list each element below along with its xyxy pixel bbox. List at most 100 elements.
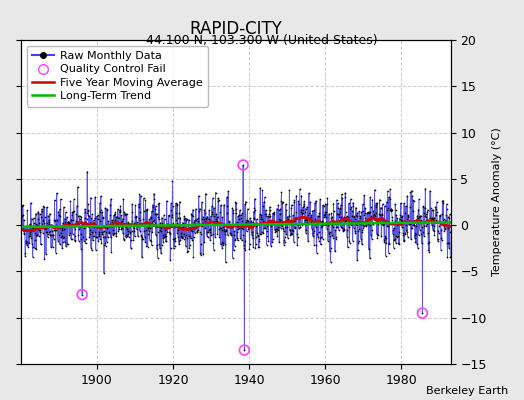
Point: [162, 238, 171, 244]
Point: [204, 215, 213, 222]
Point: [73, 221, 82, 228]
Point: [416, 220, 424, 226]
Point: [439, 200, 447, 206]
Point: [381, 235, 389, 242]
Point: [94, 238, 103, 244]
Point: [367, 213, 376, 219]
Point: [326, 248, 334, 255]
Point: [111, 210, 119, 217]
Point: [289, 220, 298, 226]
Point: [169, 236, 178, 242]
Point: [56, 206, 64, 213]
Point: [87, 244, 95, 251]
Point: [227, 232, 236, 238]
Point: [107, 248, 115, 255]
Point: [117, 218, 126, 224]
Point: [149, 202, 157, 208]
Point: [353, 210, 362, 216]
Point: [138, 236, 147, 242]
Point: [413, 216, 421, 222]
Point: [399, 230, 407, 236]
Point: [209, 231, 217, 237]
Point: [140, 220, 149, 226]
Point: [35, 219, 43, 226]
Point: [206, 237, 214, 243]
Point: [368, 226, 376, 233]
Point: [421, 186, 430, 192]
Point: [441, 225, 449, 232]
Point: [395, 241, 403, 248]
Point: [150, 190, 158, 197]
Point: [285, 213, 293, 219]
Point: [340, 215, 348, 221]
Point: [414, 214, 422, 221]
Point: [405, 213, 413, 219]
Point: [66, 230, 74, 236]
Point: [226, 230, 234, 236]
Point: [172, 201, 181, 207]
Point: [274, 202, 282, 208]
Point: [390, 237, 398, 244]
Point: [69, 216, 78, 223]
Point: [313, 220, 321, 226]
Point: [325, 229, 334, 235]
Point: [108, 230, 117, 237]
Point: [264, 238, 272, 244]
Point: [32, 220, 40, 227]
Point: [414, 232, 423, 238]
Point: [433, 209, 441, 215]
Point: [419, 203, 428, 210]
Point: [418, 310, 427, 316]
Point: [90, 224, 99, 230]
Point: [305, 221, 313, 227]
Point: [259, 230, 268, 236]
Point: [434, 227, 442, 234]
Point: [30, 220, 38, 227]
Point: [324, 222, 333, 228]
Point: [162, 233, 170, 239]
Point: [152, 211, 160, 218]
Point: [446, 229, 454, 235]
Point: [90, 233, 98, 239]
Point: [258, 187, 267, 194]
Point: [208, 211, 216, 217]
Point: [30, 230, 39, 236]
Point: [257, 216, 265, 222]
Point: [194, 215, 203, 222]
Point: [137, 236, 146, 242]
Point: [115, 226, 123, 232]
Point: [362, 223, 370, 229]
Point: [300, 201, 308, 207]
Point: [213, 214, 221, 220]
Point: [112, 230, 121, 236]
Point: [166, 230, 174, 236]
Point: [44, 212, 52, 219]
Point: [184, 222, 192, 228]
Point: [132, 213, 140, 220]
Point: [181, 220, 189, 227]
Point: [285, 187, 293, 194]
Point: [395, 220, 403, 226]
Point: [29, 224, 38, 231]
Point: [376, 196, 384, 203]
Point: [119, 230, 127, 236]
Point: [243, 221, 252, 227]
Point: [73, 184, 82, 190]
Point: [136, 208, 144, 215]
Point: [265, 217, 273, 223]
Point: [188, 212, 196, 218]
Point: [120, 209, 128, 215]
Point: [399, 219, 407, 226]
Point: [320, 203, 328, 210]
Point: [234, 225, 243, 231]
Point: [384, 250, 392, 256]
Point: [398, 218, 407, 224]
Point: [335, 206, 344, 212]
Point: [228, 254, 237, 261]
Point: [88, 229, 96, 236]
Point: [387, 206, 395, 213]
Point: [444, 240, 452, 247]
Point: [408, 196, 417, 203]
Point: [418, 224, 427, 230]
Point: [320, 211, 329, 218]
